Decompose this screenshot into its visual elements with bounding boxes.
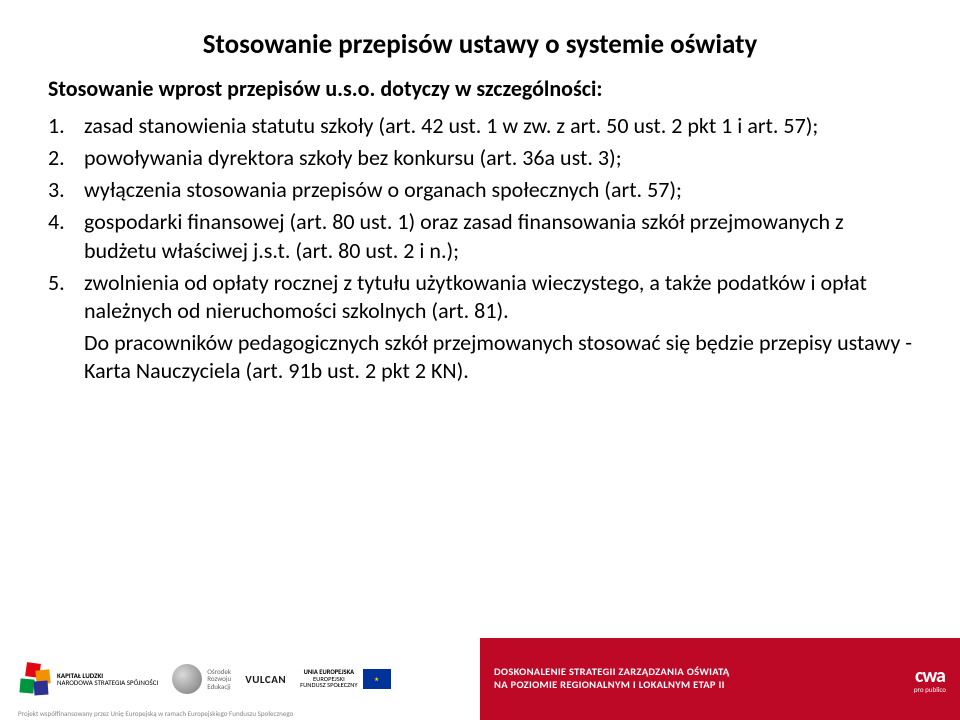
item-number: 5. xyxy=(48,269,78,297)
ore-label: Ośrodek Rozwoju Edukacji xyxy=(207,668,231,690)
item-number: 1. xyxy=(48,112,78,140)
kl-icon xyxy=(18,662,52,696)
eu-label: UNIA EUROPEJSKA EUROPEJSKI FUNDUSZ SPOŁE… xyxy=(300,669,357,689)
item-text: zwolnienia od opłaty rocznej z tytułu uż… xyxy=(84,269,867,324)
item-number: 4. xyxy=(48,208,78,236)
ore-logo: Ośrodek Rozwoju Edukacji xyxy=(172,664,231,694)
slide-subtitle: Stosowanie wprost przepisów u.s.o. dotyc… xyxy=(48,75,912,102)
ore-icon xyxy=(172,664,202,694)
item-number: 3. xyxy=(48,176,78,204)
footer-right: DOSKONALENIE STRATEGII ZARZĄDZANIA OŚWIA… xyxy=(480,638,960,720)
kl-label: KAPITAŁ LUDZKI NARODOWA STRATEGIA SPÓJNO… xyxy=(57,672,158,687)
item-text: powoływania dyrektora szkoły bez konkurs… xyxy=(84,144,622,171)
cwa-logo: cwa pro publico xyxy=(914,664,946,694)
footer-right-text: DOSKONALENIE STRATEGII ZARZĄDZANIA OŚWIA… xyxy=(494,666,729,691)
numbered-list: 1.zasad stanowienia statutu szkoły (art.… xyxy=(48,112,912,325)
item-text: gospodarki finansowej (art. 80 ust. 1) o… xyxy=(84,208,844,263)
item-number: 2. xyxy=(48,144,78,172)
footer-subtext: Projekt współfinansowany przez Unię Euro… xyxy=(18,709,293,718)
list-item: 1.zasad stanowienia statutu szkoły (art.… xyxy=(84,112,912,140)
list-item: 4.gospodarki finansowej (art. 80 ust. 1)… xyxy=(84,208,912,264)
list-item: 2. powoływania dyrektora szkoły bez konk… xyxy=(84,144,912,172)
list-item: 3.wyłączenia stosowania przepisów o orga… xyxy=(84,176,912,204)
list-item: 5.zwolnienia od opłaty rocznej z tytułu … xyxy=(84,269,912,325)
cwa-sub: pro publico xyxy=(914,685,946,694)
follow-paragraph: Do pracowników pedagogicznych szkół prze… xyxy=(48,329,912,385)
item-text: wyłączenia stosowania przepisów o organa… xyxy=(84,176,682,203)
slide-title: Stosowanie przepisów ustawy o systemie o… xyxy=(48,28,912,61)
item-text: zasad stanowienia statutu szkoły (art. 4… xyxy=(84,112,818,139)
kapital-ludzki-logo: KAPITAŁ LUDZKI NARODOWA STRATEGIA SPÓJNO… xyxy=(18,662,158,696)
footer-bar: KAPITAŁ LUDZKI NARODOWA STRATEGIA SPÓJNO… xyxy=(0,638,960,720)
vulcan-logo: VULCAN xyxy=(245,673,286,686)
eu-flag-icon: ⋆ xyxy=(363,669,391,689)
slide-content: Stosowanie przepisów ustawy o systemie o… xyxy=(0,0,960,720)
eu-logo: UNIA EUROPEJSKA EUROPEJSKI FUNDUSZ SPOŁE… xyxy=(300,669,390,689)
footer-left: KAPITAŁ LUDZKI NARODOWA STRATEGIA SPÓJNO… xyxy=(0,638,480,720)
